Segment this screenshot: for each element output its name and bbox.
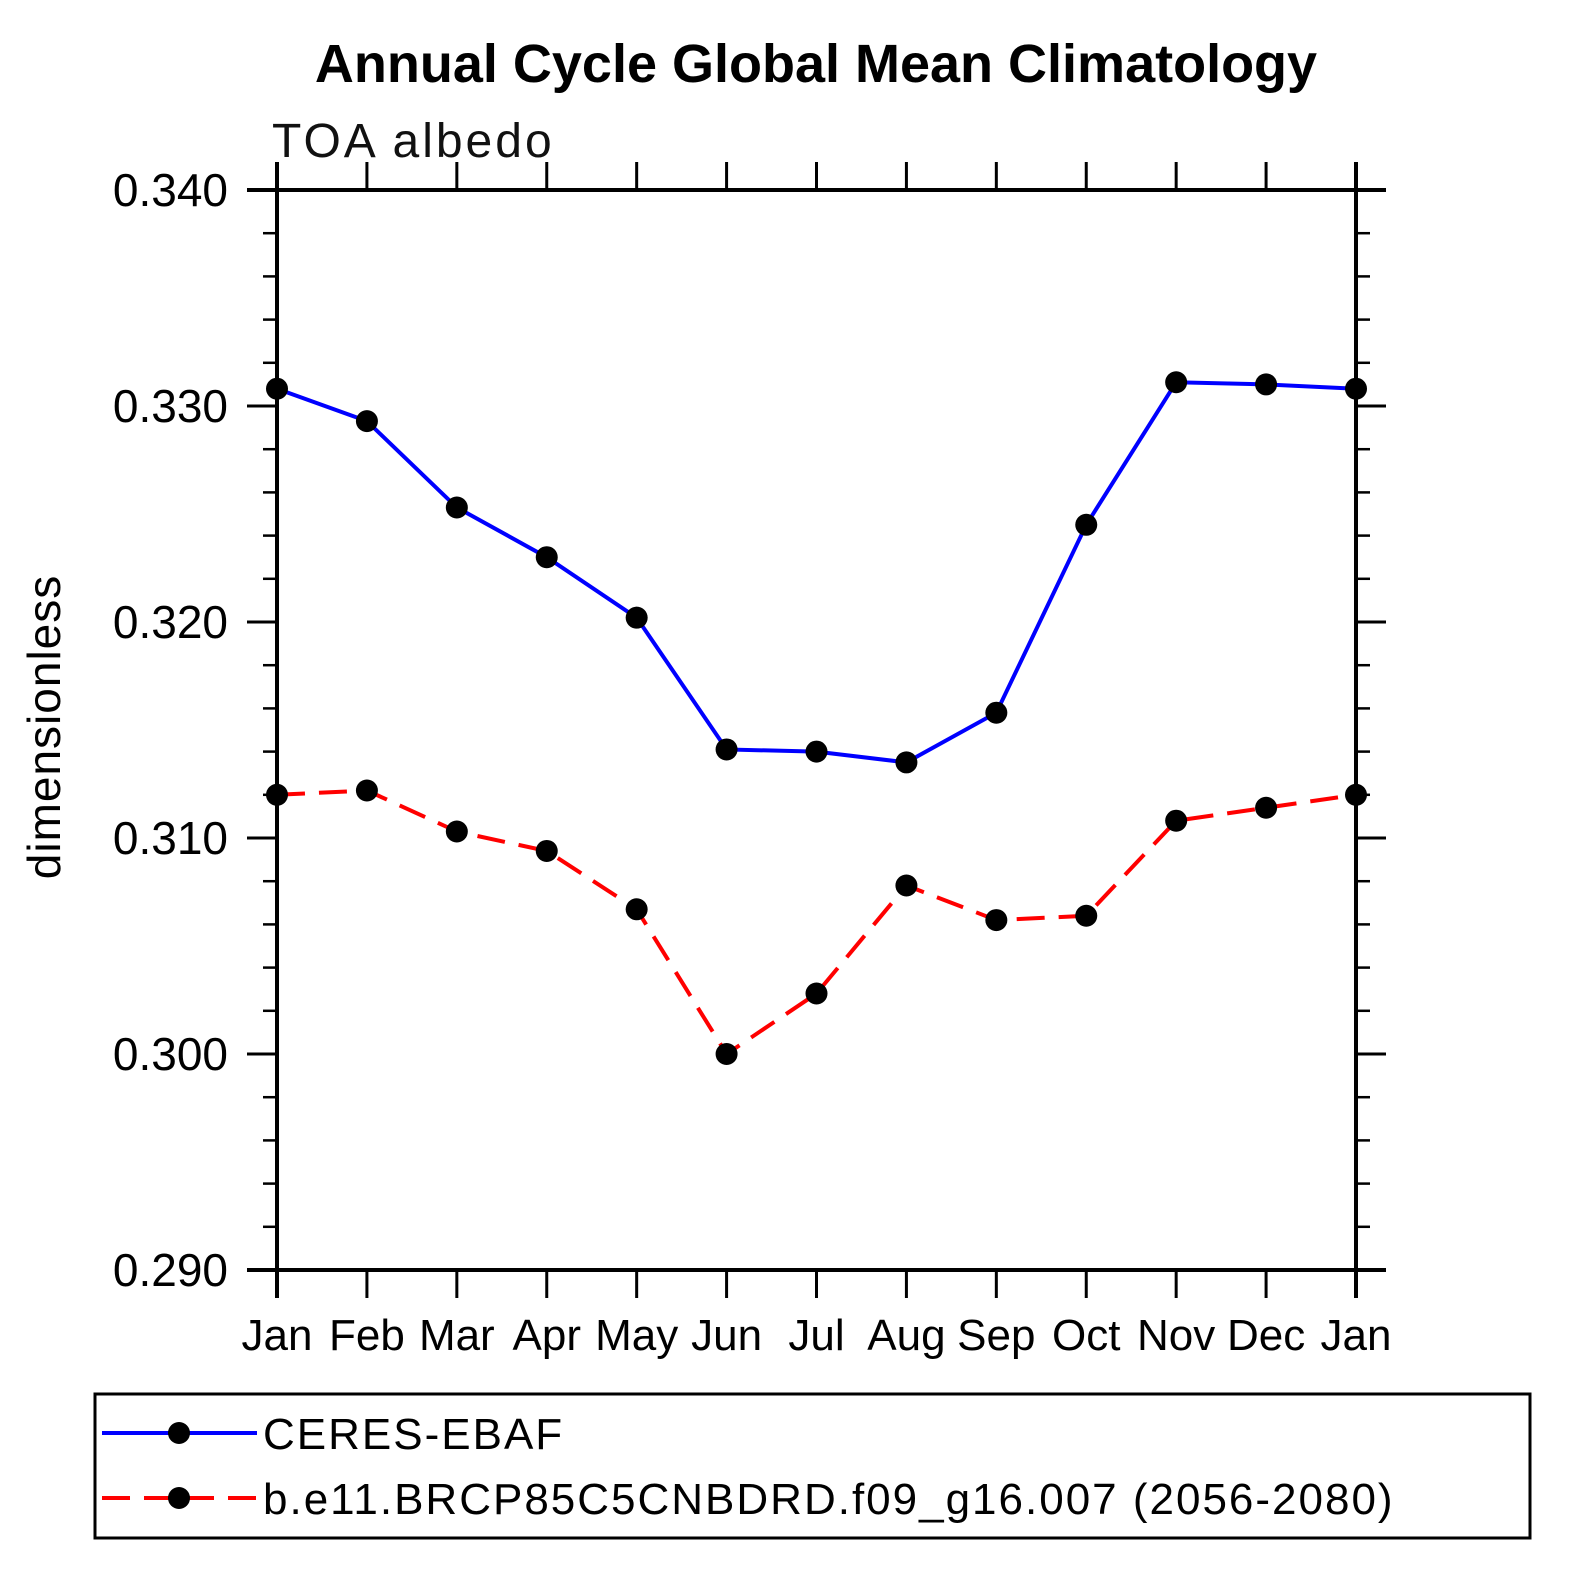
data-point-marker	[355, 779, 378, 802]
data-point-marker	[1255, 373, 1278, 396]
x-tick-label: Jul	[788, 1311, 844, 1360]
x-tick-label: Feb	[329, 1311, 405, 1360]
data-point-marker	[715, 738, 738, 761]
x-tick-label: Oct	[1052, 1311, 1120, 1360]
data-point-marker	[805, 982, 828, 1005]
y-tick-label: 0.310	[113, 812, 228, 864]
data-point-marker	[1165, 809, 1188, 832]
series-line-ceres-ebaf	[276, 380, 1357, 765]
x-tick-label: May	[595, 1311, 678, 1360]
x-tick-label: Dec	[1227, 1311, 1305, 1360]
y-tick-label: 0.330	[113, 380, 228, 432]
data-point-marker	[445, 820, 468, 843]
legend-box	[93, 1392, 1532, 1540]
data-point-marker	[895, 874, 918, 897]
data-point-marker	[1345, 783, 1367, 806]
data-point-marker	[1075, 513, 1098, 536]
data-point-marker	[805, 740, 828, 763]
data-point-marker	[1165, 371, 1188, 394]
legend: CERES-EBAF b.e11.BRCP85C5CNBDRD.f09_g16.…	[93, 1392, 1532, 1540]
data-point-marker	[895, 751, 918, 774]
data-point-marker	[1345, 377, 1367, 400]
data-point-marker	[985, 909, 1008, 932]
data-point-marker	[625, 606, 648, 629]
series-layer	[266, 371, 1367, 1065]
legend-label-model-run: b.e11.BRCP85C5CNBDRD.f09_g16.007 (2056-2…	[263, 1475, 1395, 1524]
data-point-marker	[266, 783, 288, 806]
data-point-marker	[535, 839, 558, 862]
chart-subtitle: TOA albedo	[272, 115, 555, 168]
y-tick-label: 0.320	[113, 596, 228, 648]
legend-label-ceres-ebaf: CERES-EBAF	[263, 1410, 564, 1459]
x-tick-label: Jan	[242, 1311, 313, 1360]
x-tick-label: Jun	[691, 1311, 762, 1360]
legend-sample-marker	[168, 1487, 190, 1509]
data-point-marker	[535, 546, 558, 569]
data-point-marker	[625, 898, 648, 921]
series-line-model-run	[276, 788, 1357, 1057]
data-point-marker	[355, 410, 378, 433]
x-tick-label: Sep	[957, 1311, 1035, 1360]
y-tick-label: 0.340	[113, 164, 228, 216]
data-point-marker	[1255, 796, 1278, 819]
x-tick-label: Nov	[1137, 1311, 1215, 1360]
data-point-marker	[266, 377, 288, 400]
data-point-marker	[1075, 904, 1098, 927]
x-tick-label: Apr	[513, 1311, 581, 1360]
legend-samples	[102, 1422, 257, 1509]
axes: Jan Feb Mar Apr May Jun Jul Aug Sep Oct Nov Dec Jan 0…	[113, 162, 1392, 1360]
y-axis-title: dimensionless	[18, 575, 70, 879]
chart-title: Annual Cycle Global Mean Climatology	[315, 34, 1317, 94]
x-tick-label: Mar	[419, 1311, 495, 1360]
data-point-marker	[445, 496, 468, 519]
x-tick-label: Jan	[1321, 1311, 1392, 1360]
y-tick-label: 0.290	[113, 1244, 228, 1296]
data-point-marker	[985, 701, 1008, 724]
data-point-marker	[715, 1043, 738, 1065]
x-tick-label: Aug	[867, 1311, 945, 1360]
y-tick-label: 0.300	[113, 1028, 228, 1080]
legend-sample-marker	[168, 1422, 190, 1444]
